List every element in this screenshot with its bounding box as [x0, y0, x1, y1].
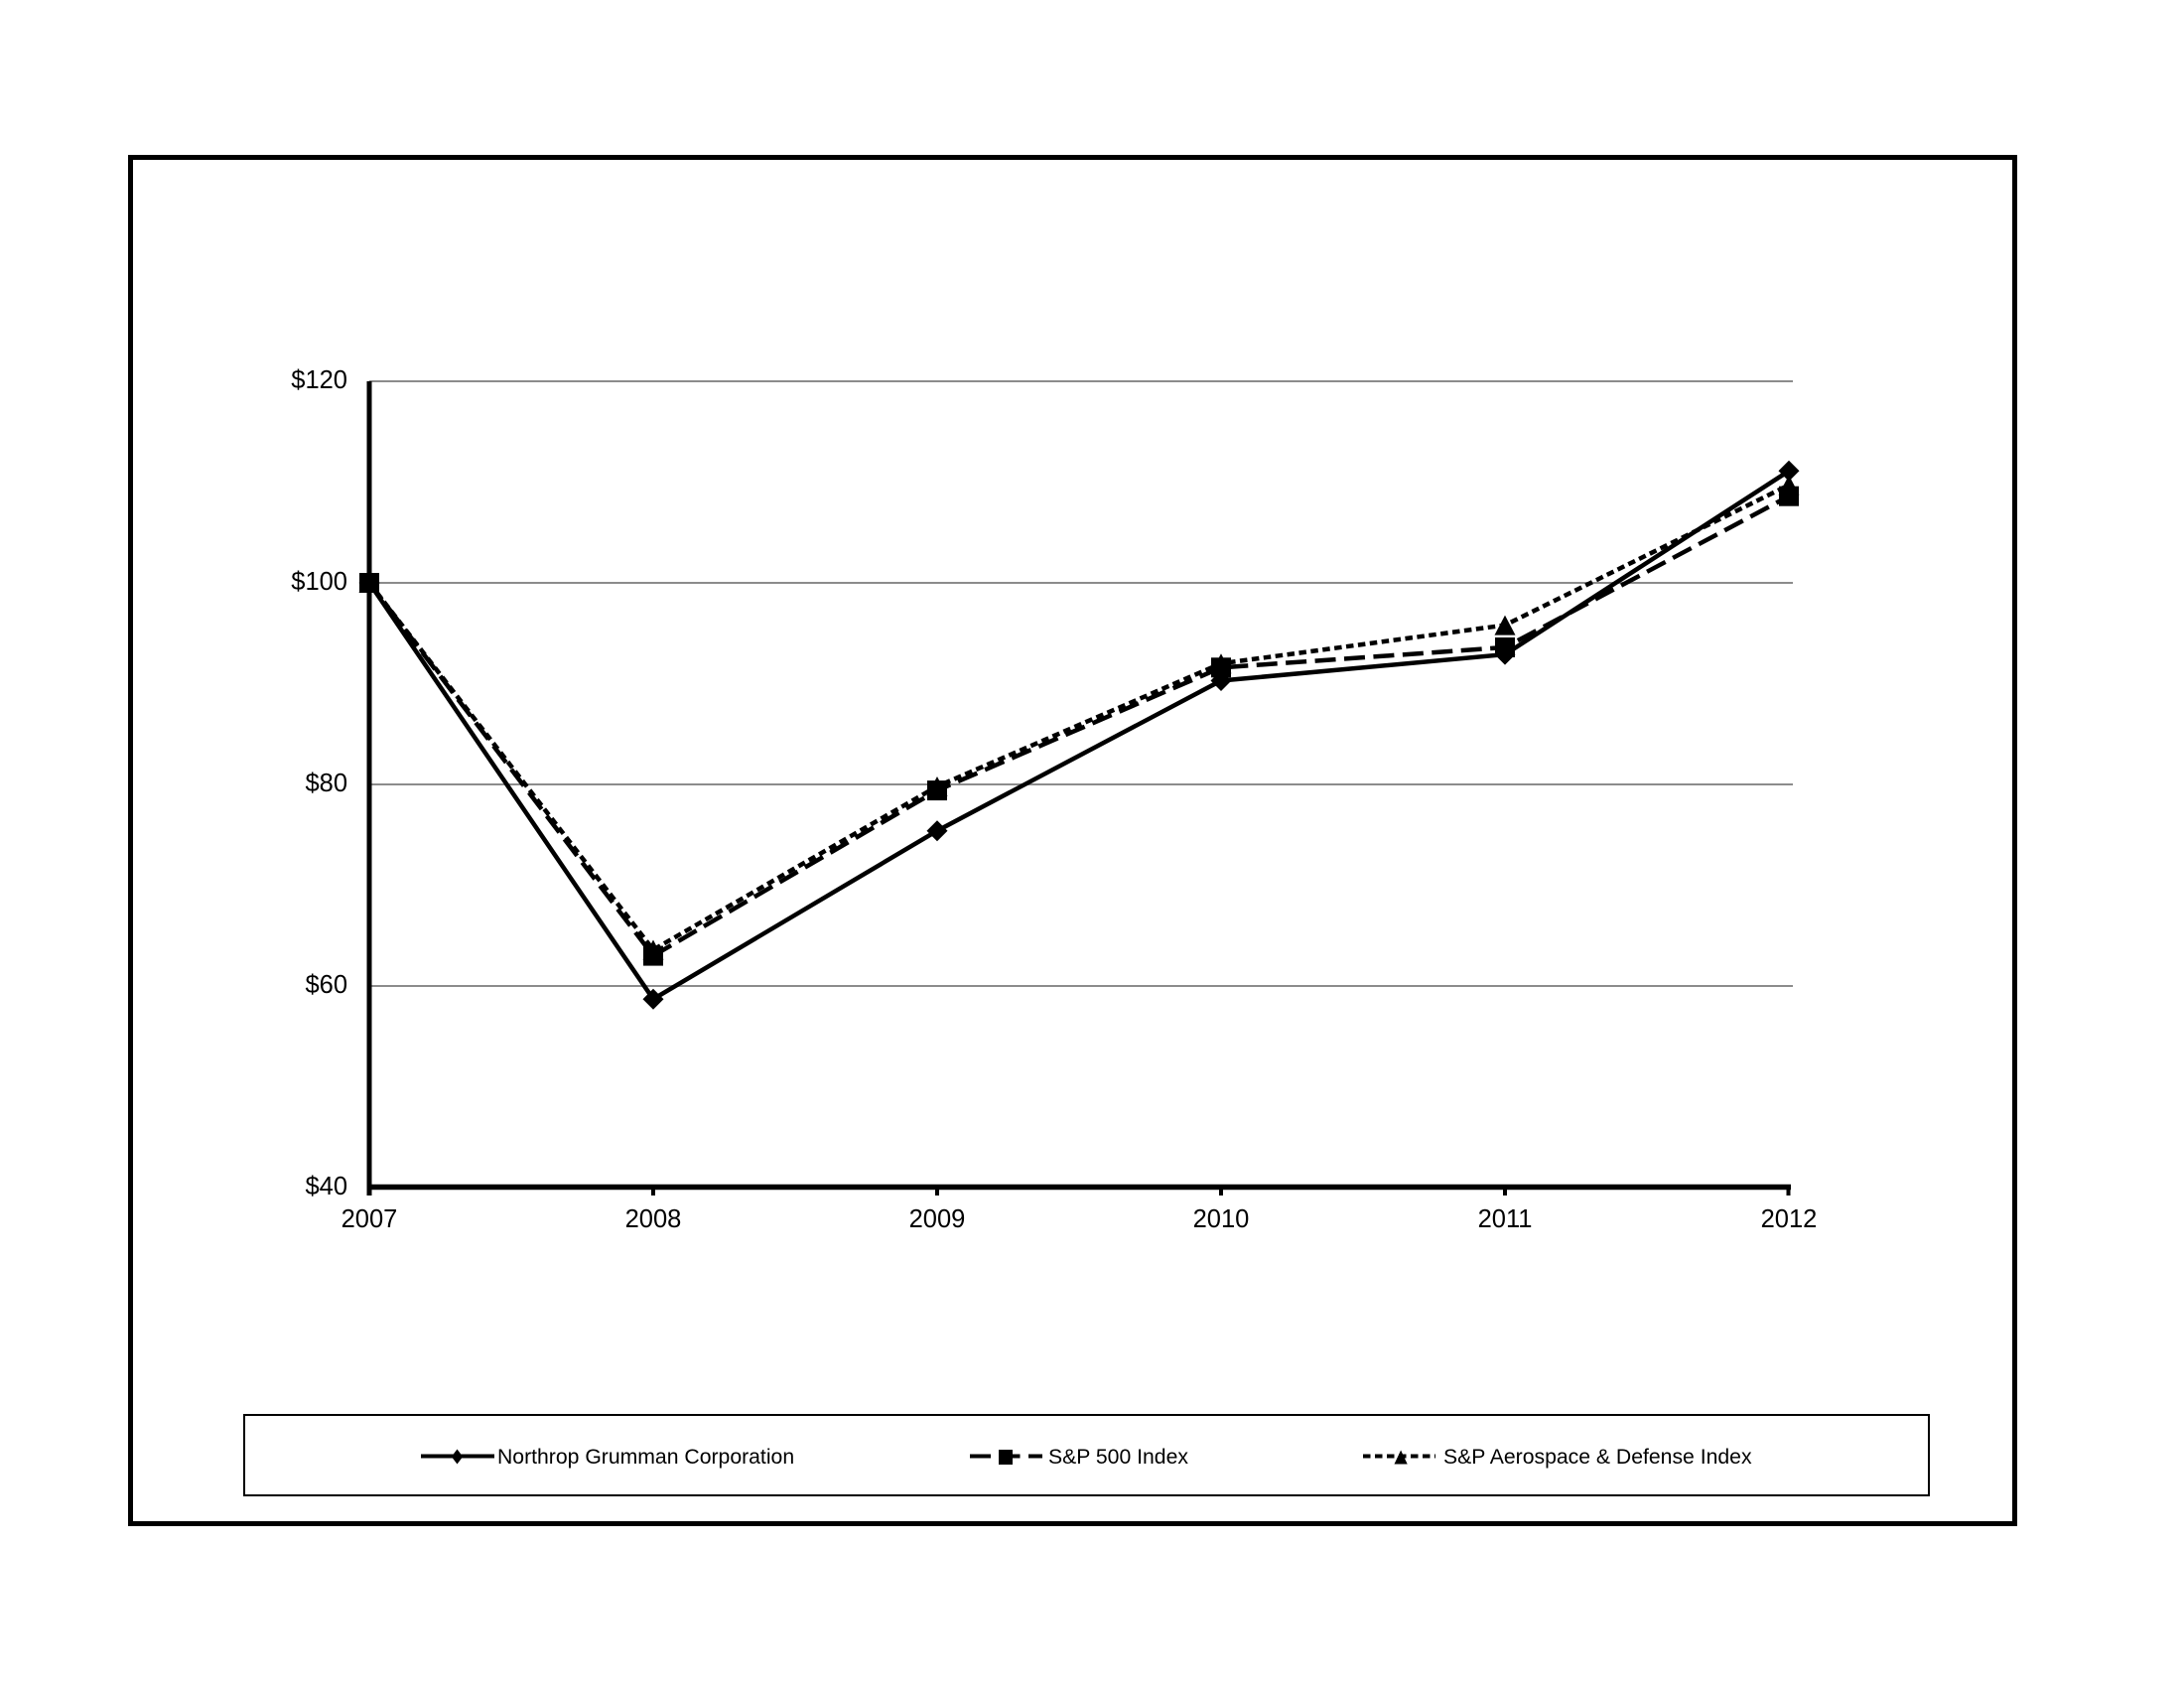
svg-text:2008: 2008 [625, 1205, 682, 1233]
svg-text:2007: 2007 [341, 1205, 398, 1233]
svg-text:2009: 2009 [909, 1205, 966, 1233]
svg-text:$100: $100 [291, 568, 347, 596]
svg-text:S&P 500 Index: S&P 500 Index [1048, 1446, 1188, 1469]
svg-text:2012: 2012 [1761, 1205, 1818, 1233]
svg-text:Northrop Grumman Corporation: Northrop Grumman Corporation [497, 1446, 794, 1469]
svg-text:$80: $80 [305, 770, 347, 797]
svg-text:2011: 2011 [1478, 1205, 1533, 1233]
svg-text:$40: $40 [305, 1173, 347, 1200]
svg-text:S&P Aerospace & Defense Index: S&P Aerospace & Defense Index [1443, 1446, 1752, 1469]
svg-text:2010: 2010 [1193, 1205, 1250, 1233]
svg-text:$60: $60 [305, 971, 347, 999]
svg-text:$120: $120 [291, 366, 347, 394]
